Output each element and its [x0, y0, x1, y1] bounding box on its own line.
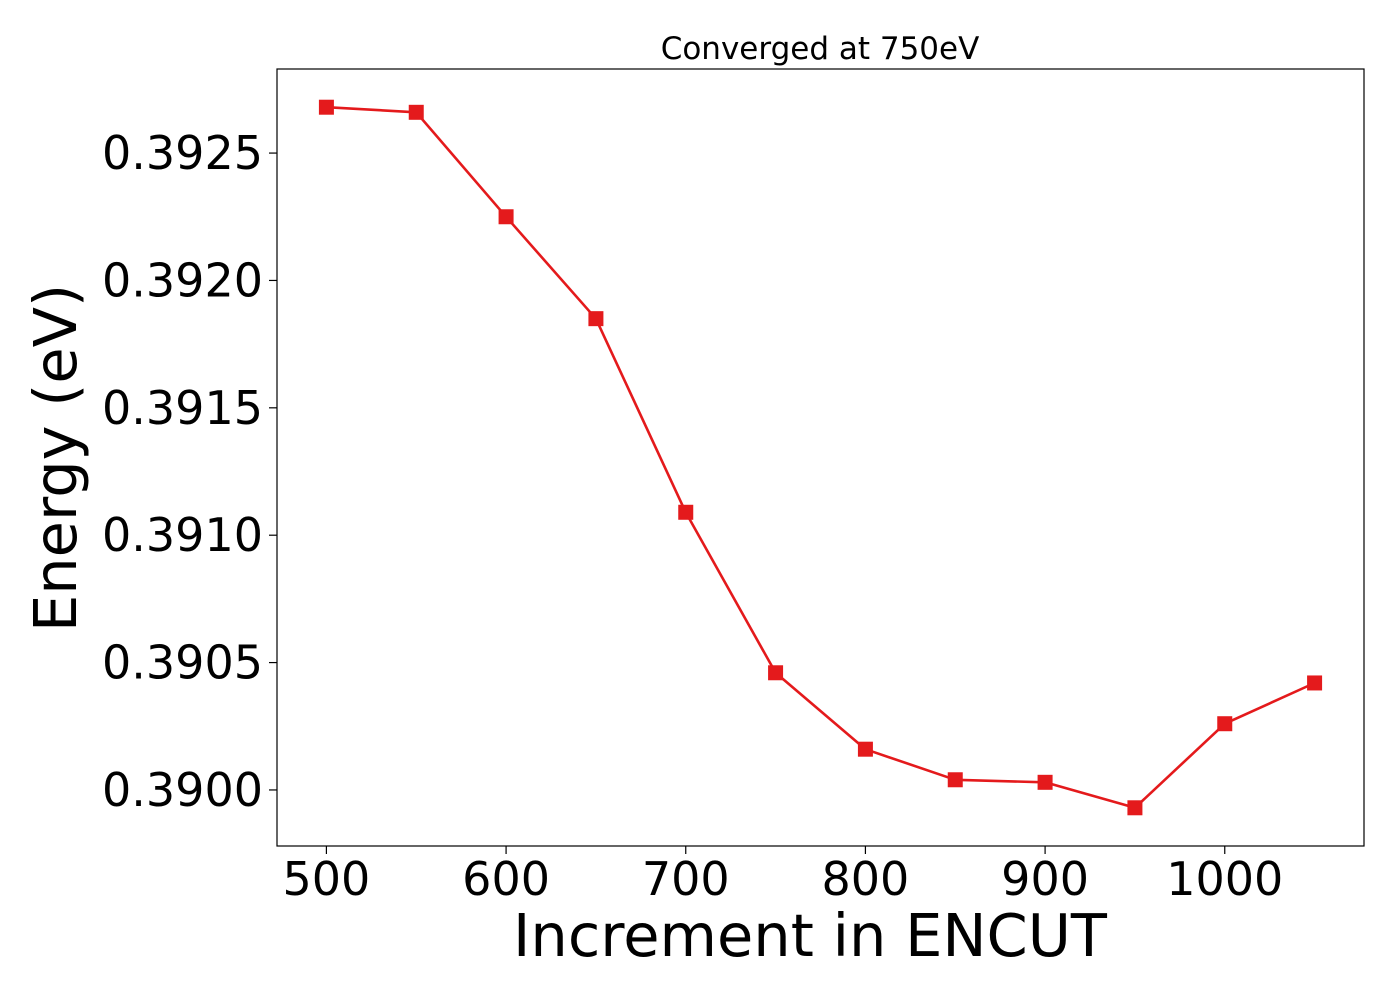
- data-point-marker: [1127, 800, 1143, 816]
- plot-frame: [276, 68, 1365, 847]
- series-line: [326, 105, 1316, 810]
- y-tick-label: 0.3900: [102, 763, 263, 817]
- data-point-marker: [678, 504, 694, 520]
- series-layer: [318, 99, 1323, 816]
- chart-title: Converged at 750eV: [661, 31, 980, 67]
- data-point-marker: [947, 772, 963, 788]
- y-tick-label: 0.3905: [102, 636, 263, 690]
- data-point-marker: [768, 665, 784, 681]
- y-tick-label: 0.3920: [102, 253, 263, 307]
- data-point-marker: [318, 99, 334, 115]
- x-axis-label: Increment in ENCUT: [513, 901, 1108, 970]
- y-axis-label: Energy (eV): [21, 284, 90, 632]
- data-point-marker: [1217, 716, 1233, 732]
- data-point-marker: [1307, 675, 1323, 691]
- data-point-marker: [857, 741, 873, 757]
- y-axis-ticks: 0.3900 0.3905 0.3910 0.3915 0.3920 0.3925: [102, 126, 277, 817]
- x-tick-label: 500: [283, 852, 371, 906]
- y-tick-label: 0.3925: [102, 126, 263, 180]
- y-tick-label: 0.3910: [102, 508, 263, 562]
- data-point-marker: [1037, 774, 1053, 790]
- x-tick-label: 800: [822, 852, 910, 906]
- y-tick-label: 0.3915: [102, 381, 263, 435]
- data-point-marker: [498, 209, 514, 225]
- x-tick-label: 700: [642, 852, 730, 906]
- x-tick-label: 600: [462, 852, 550, 906]
- x-tick-label: 1000: [1166, 852, 1283, 906]
- x-tick-label: 900: [1001, 852, 1089, 906]
- x-axis-ticks: 500 600 700 800 900 1000: [283, 846, 1283, 906]
- data-point-marker: [408, 104, 424, 120]
- data-point-marker: [588, 311, 604, 327]
